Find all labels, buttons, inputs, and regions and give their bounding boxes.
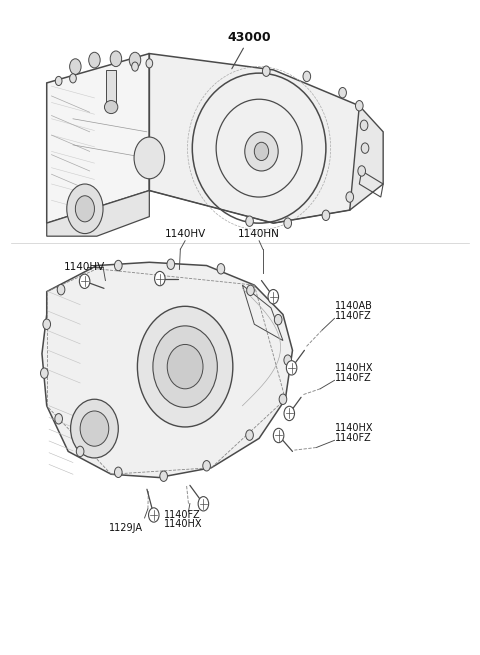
Circle shape: [217, 263, 225, 274]
Circle shape: [360, 120, 368, 130]
Circle shape: [339, 88, 347, 98]
Circle shape: [89, 52, 100, 68]
Text: 1129JA: 1129JA: [109, 523, 143, 533]
Text: 1140FZ: 1140FZ: [336, 373, 372, 383]
Circle shape: [273, 428, 284, 443]
Text: 1140AB: 1140AB: [336, 301, 373, 311]
Circle shape: [263, 66, 270, 77]
Circle shape: [303, 71, 311, 82]
Ellipse shape: [245, 132, 278, 171]
Circle shape: [247, 285, 254, 295]
Circle shape: [203, 460, 210, 471]
Circle shape: [110, 51, 121, 67]
Text: 1140HV: 1140HV: [63, 262, 105, 272]
Circle shape: [43, 319, 50, 329]
Circle shape: [129, 52, 141, 68]
Circle shape: [167, 259, 175, 269]
Circle shape: [279, 394, 287, 404]
Circle shape: [115, 467, 122, 477]
Circle shape: [132, 62, 138, 71]
Circle shape: [79, 274, 90, 288]
Text: 1140HX: 1140HX: [164, 519, 202, 529]
Text: 1140HX: 1140HX: [336, 423, 374, 433]
Circle shape: [70, 74, 76, 83]
Ellipse shape: [71, 400, 118, 458]
Text: 1140HX: 1140HX: [336, 363, 374, 373]
Text: 1140FZ: 1140FZ: [336, 311, 372, 321]
Circle shape: [70, 59, 81, 75]
Polygon shape: [47, 54, 149, 223]
Polygon shape: [350, 105, 383, 210]
Circle shape: [75, 196, 95, 222]
Circle shape: [146, 59, 153, 68]
Polygon shape: [47, 191, 149, 236]
Circle shape: [358, 166, 365, 176]
Circle shape: [57, 284, 65, 295]
Circle shape: [55, 77, 62, 86]
Ellipse shape: [137, 307, 233, 427]
Circle shape: [40, 368, 48, 379]
Text: 43000: 43000: [228, 31, 271, 44]
Text: 1140FZ: 1140FZ: [336, 433, 372, 443]
Circle shape: [160, 471, 168, 481]
Polygon shape: [42, 262, 292, 477]
Text: 1140HV: 1140HV: [165, 229, 206, 240]
Polygon shape: [107, 70, 116, 105]
Circle shape: [322, 210, 330, 221]
Text: 1140HN: 1140HN: [238, 229, 280, 240]
Circle shape: [198, 496, 209, 511]
Circle shape: [284, 218, 291, 229]
Circle shape: [67, 184, 103, 234]
Ellipse shape: [254, 142, 269, 160]
Circle shape: [76, 446, 84, 457]
Ellipse shape: [167, 345, 203, 389]
Ellipse shape: [80, 411, 109, 446]
Ellipse shape: [105, 100, 118, 113]
Circle shape: [284, 355, 291, 365]
Circle shape: [55, 413, 62, 424]
Text: 1140FZ: 1140FZ: [164, 510, 200, 520]
Circle shape: [155, 271, 165, 286]
Circle shape: [275, 314, 282, 325]
Circle shape: [361, 143, 369, 153]
Circle shape: [115, 260, 122, 271]
Circle shape: [268, 290, 278, 304]
Circle shape: [148, 508, 159, 522]
Circle shape: [246, 216, 253, 227]
Circle shape: [284, 406, 295, 421]
Circle shape: [287, 361, 297, 375]
Polygon shape: [149, 54, 364, 223]
Ellipse shape: [153, 326, 217, 407]
Circle shape: [246, 430, 253, 440]
Circle shape: [134, 137, 165, 179]
Circle shape: [356, 100, 363, 111]
Circle shape: [346, 192, 354, 202]
